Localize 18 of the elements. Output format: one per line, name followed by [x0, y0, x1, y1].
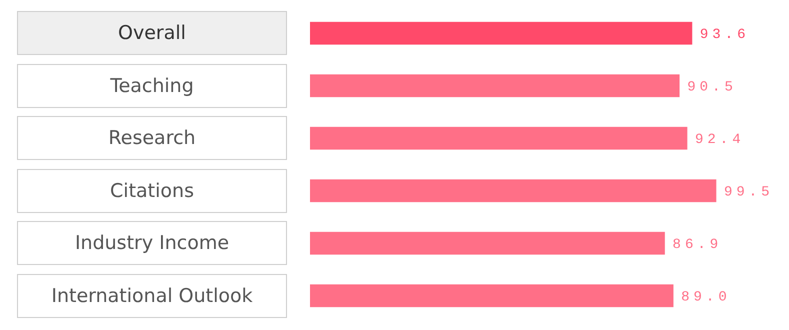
y-tick-label: Teaching — [110, 74, 194, 97]
data-label: 92.4 — [694, 132, 745, 148]
bar — [310, 232, 665, 255]
data-label: 93.6 — [700, 26, 750, 43]
y-tick-label: Industry Income — [74, 232, 230, 254]
bar — [310, 74, 680, 98]
y-tick-label: International Outlook — [51, 284, 253, 307]
y-tick-label: Research — [108, 127, 196, 150]
bar — [310, 284, 674, 308]
data-label: 86.9 — [672, 236, 722, 253]
data-label: 89.0 — [681, 289, 731, 306]
bar — [310, 179, 716, 202]
y-tick-label: Citations — [110, 180, 194, 202]
data-label: 99.5 — [724, 184, 774, 200]
bar — [310, 22, 692, 45]
y-tick-label: Overall — [118, 22, 186, 44]
data-label: 90.5 — [687, 79, 737, 96]
bar — [310, 126, 688, 150]
